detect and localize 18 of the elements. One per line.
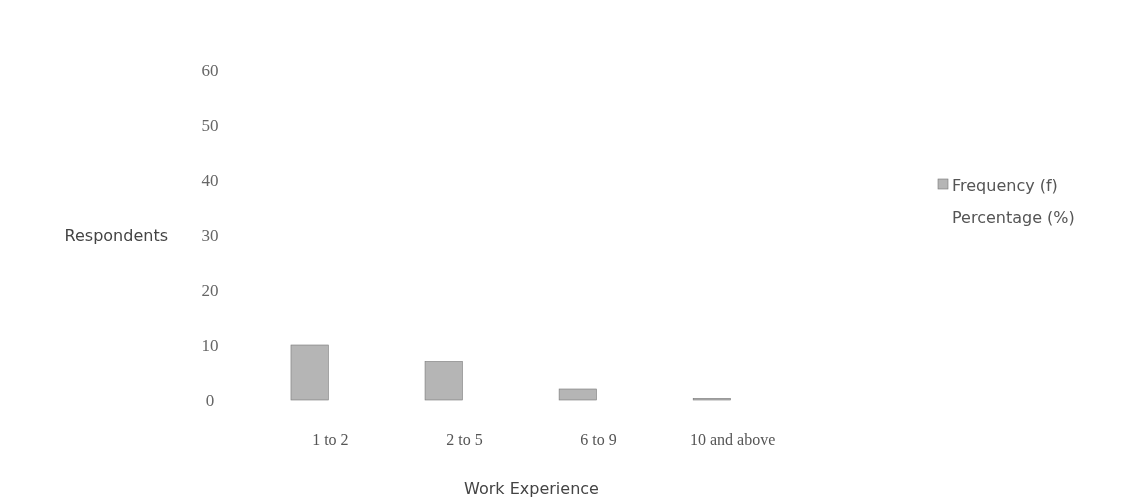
text: Percentage (%): [952, 207, 1075, 227]
y-tick-label: 50: [201, 115, 219, 135]
x-axis-title: Work Experience: [464, 479, 599, 498]
bar: [558, 388, 597, 401]
bar: [424, 361, 463, 401]
legend-label: Frequency (f): [952, 175, 1058, 195]
bar: [290, 344, 329, 401]
y-tick-label: 20: [201, 280, 219, 300]
y-axis-title: Respondents: [64, 225, 168, 245]
y-tick-label: 60: [201, 60, 219, 80]
x-tick-label: 10 and above: [689, 431, 776, 448]
y-tick-label: 10: [201, 335, 219, 355]
y-tick-label: 0: [205, 390, 215, 410]
x-tick-label: 1 to 2: [312, 431, 349, 448]
x-tick-label: 6 to 9: [580, 431, 617, 448]
y-tick-label: 30: [201, 225, 219, 245]
y-tick-label: 40: [201, 170, 219, 190]
x-tick-label: 2 to 5: [446, 431, 483, 448]
